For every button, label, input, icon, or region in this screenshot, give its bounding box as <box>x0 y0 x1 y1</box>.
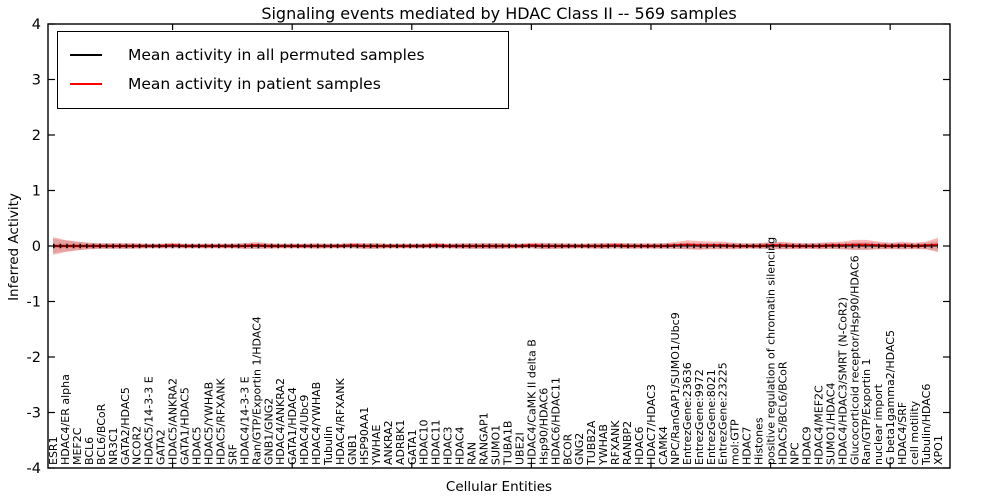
legend-item-permuted: Mean activity in all permuted samples <box>70 40 498 69</box>
x-tick-label: EntrezGene:23225 <box>717 362 730 465</box>
x-tick-label: HDAC5/14-3-3 E <box>143 376 156 465</box>
y-tick-label: 0 <box>32 239 41 255</box>
x-tick-label: HDAC5/BCL6/BCoR <box>777 361 790 465</box>
y-tick-label: 1 <box>32 184 41 200</box>
x-tick-label: HDAC5 <box>191 426 204 465</box>
x-tick-label: HDAC7 <box>741 426 754 465</box>
x-tick-label: RFXANK <box>609 420 622 465</box>
x-tick-label: GATA2 <box>155 429 168 465</box>
x-tick-label: BCL6/BCoR <box>95 403 108 465</box>
x-tick-label: NCOR2 <box>131 426 144 465</box>
x-tick-label: NPC <box>788 442 801 465</box>
x-tick-label: HDAC5/YWHAB <box>202 382 215 465</box>
x-tick-label: HDAC4/CaMK II delta B <box>525 339 538 465</box>
x-tick-label: HDAC5/ANKRA2 <box>167 378 180 465</box>
x-tick-label: HDAC4/MEF2C <box>812 385 825 465</box>
x-tick-label: mol:GTP <box>729 419 742 465</box>
x-tick-label: HDAC4/YWHAB <box>310 382 323 465</box>
x-tick-label: Glucocorticoid receptor/Hsp90/HDAC6 <box>848 255 861 465</box>
x-tick-label: HDAC4/14-3-3 E <box>238 376 251 465</box>
x-tick-label: Hsp90/HDAC6 <box>537 388 550 465</box>
legend-label: Mean activity in patient samples <box>128 74 381 93</box>
x-tick-label: BCL6 <box>83 437 96 465</box>
x-tick-label: NPC/RanGAP1/SUMO1/Ubc9 <box>669 312 682 465</box>
x-tick-label: ESR1 <box>47 436 60 465</box>
patient-line-swatch <box>70 82 102 85</box>
x-tick-label: Ran/GTP/Exportin 1 <box>860 358 873 465</box>
x-tick-label: RANGAP1 <box>478 412 491 465</box>
x-tick-label: Ran/GTP/Exportin 1/HDAC4 <box>250 316 263 465</box>
x-tick-label: YWHAB <box>597 424 610 466</box>
x-tick-label: SRF <box>226 444 239 465</box>
x-tick-label: EntrezGene:23636 <box>681 362 694 465</box>
x-tick-label: HDAC4/Ubc9 <box>298 395 311 465</box>
chart-title: Signaling events mediated by HDAC Class … <box>261 4 737 23</box>
x-tick-label: HDAC3 <box>442 426 455 465</box>
y-tick-label: -1 <box>27 295 41 311</box>
x-tick-label: ADRBK1 <box>394 420 407 465</box>
x-tick-label: RAN <box>466 442 479 465</box>
x-axis-label: Cellular Entities <box>445 479 553 495</box>
x-tick-label: XPO1 <box>932 435 945 465</box>
x-tick-label: HDAC4/RFXANK <box>334 377 347 465</box>
x-tick-label: GNB1 <box>346 434 359 465</box>
x-tick-label: Histones <box>753 417 766 465</box>
x-tick-label: HSP90AA1 <box>358 407 371 465</box>
x-tick-label: HDAC4/HDAC3/SMRT (N-CoR2) <box>836 297 849 465</box>
x-tick-label: HDAC10 <box>418 419 431 465</box>
x-tick-label: GATA1 <box>406 429 419 465</box>
legend-label: Mean activity in all permuted samples <box>128 45 425 64</box>
x-tick-label: HDAC6/HDAC11 <box>549 377 562 465</box>
x-tick-label: HDAC4/ER alpha <box>59 374 72 465</box>
x-tick-label: G beta1gamma2/HDAC5 <box>884 330 897 465</box>
x-tick-label: Tubulin/HDAC6 <box>920 384 933 466</box>
x-tick-label: UBE2I <box>513 432 526 465</box>
y-tick-label: 3 <box>32 73 41 89</box>
x-tick-label: YWHAE <box>370 425 383 466</box>
legend: Mean activity in all permuted samples Me… <box>57 31 509 109</box>
x-tick-label: HDAC9 <box>800 426 813 465</box>
x-tick-label: SUMO1/HDAC4 <box>824 383 837 465</box>
y-tick-label: 4 <box>32 17 41 33</box>
x-tick-label: BCOR <box>561 433 574 465</box>
y-tick-label: -3 <box>27 406 41 422</box>
x-axis-ticks <box>171 24 891 468</box>
legend-item-patient: Mean activity in patient samples <box>70 69 498 98</box>
permuted-line-swatch <box>70 53 102 56</box>
x-tick-label: nuclear import <box>872 383 885 465</box>
x-tick-label: TUBA1B <box>501 421 514 466</box>
x-tick-label: HDAC4/ANKRA2 <box>274 378 287 465</box>
x-tick-label: GNG2 <box>573 433 586 465</box>
x-tick-label: HDAC6 <box>633 426 646 465</box>
x-tick-label: cell motility <box>908 400 921 465</box>
x-tick-label: HDAC4/SRF <box>896 402 909 465</box>
y-tick-label: -2 <box>27 350 41 366</box>
x-tick-label: GATA1/HDAC4 <box>286 387 299 465</box>
x-tick-label: SUMO1 <box>490 425 503 465</box>
x-tick-label: GNB1/GNG2 <box>262 398 275 465</box>
x-tick-label: HDAC7/HDAC3 <box>645 384 658 465</box>
x-tick-label: EntrezGene:9972 <box>693 369 706 465</box>
x-tick-label: RANBP2 <box>621 421 634 465</box>
x-tick-label: NR3C1 <box>107 427 120 465</box>
y-tick-label: -4 <box>27 461 41 477</box>
x-tick-label: ANKRA2 <box>382 420 395 465</box>
x-tick-label: EntrezGene:8021 <box>705 369 718 465</box>
x-tick-label: TUBB2A <box>585 420 598 466</box>
x-tick-label: Tubulin <box>322 426 335 466</box>
x-tick-label: GATA2/HDAC5 <box>119 387 132 465</box>
x-tick-label: positive regulation of chromatin silenci… <box>765 237 778 465</box>
x-tick-label: HDAC11 <box>430 419 443 465</box>
x-tick-label: HDAC5/RFXANK <box>214 377 227 465</box>
y-axis-ticks: -4 -3 -2 -1 0 1 2 3 4 <box>27 17 950 477</box>
x-tick-label: MEF2C <box>71 427 84 465</box>
x-tick-label: CAMK4 <box>657 426 670 465</box>
x-tick-label: HDAC4 <box>454 426 467 465</box>
y-tick-label: 2 <box>32 128 41 144</box>
x-tick-label: GATA1/HDAC5 <box>179 387 192 465</box>
